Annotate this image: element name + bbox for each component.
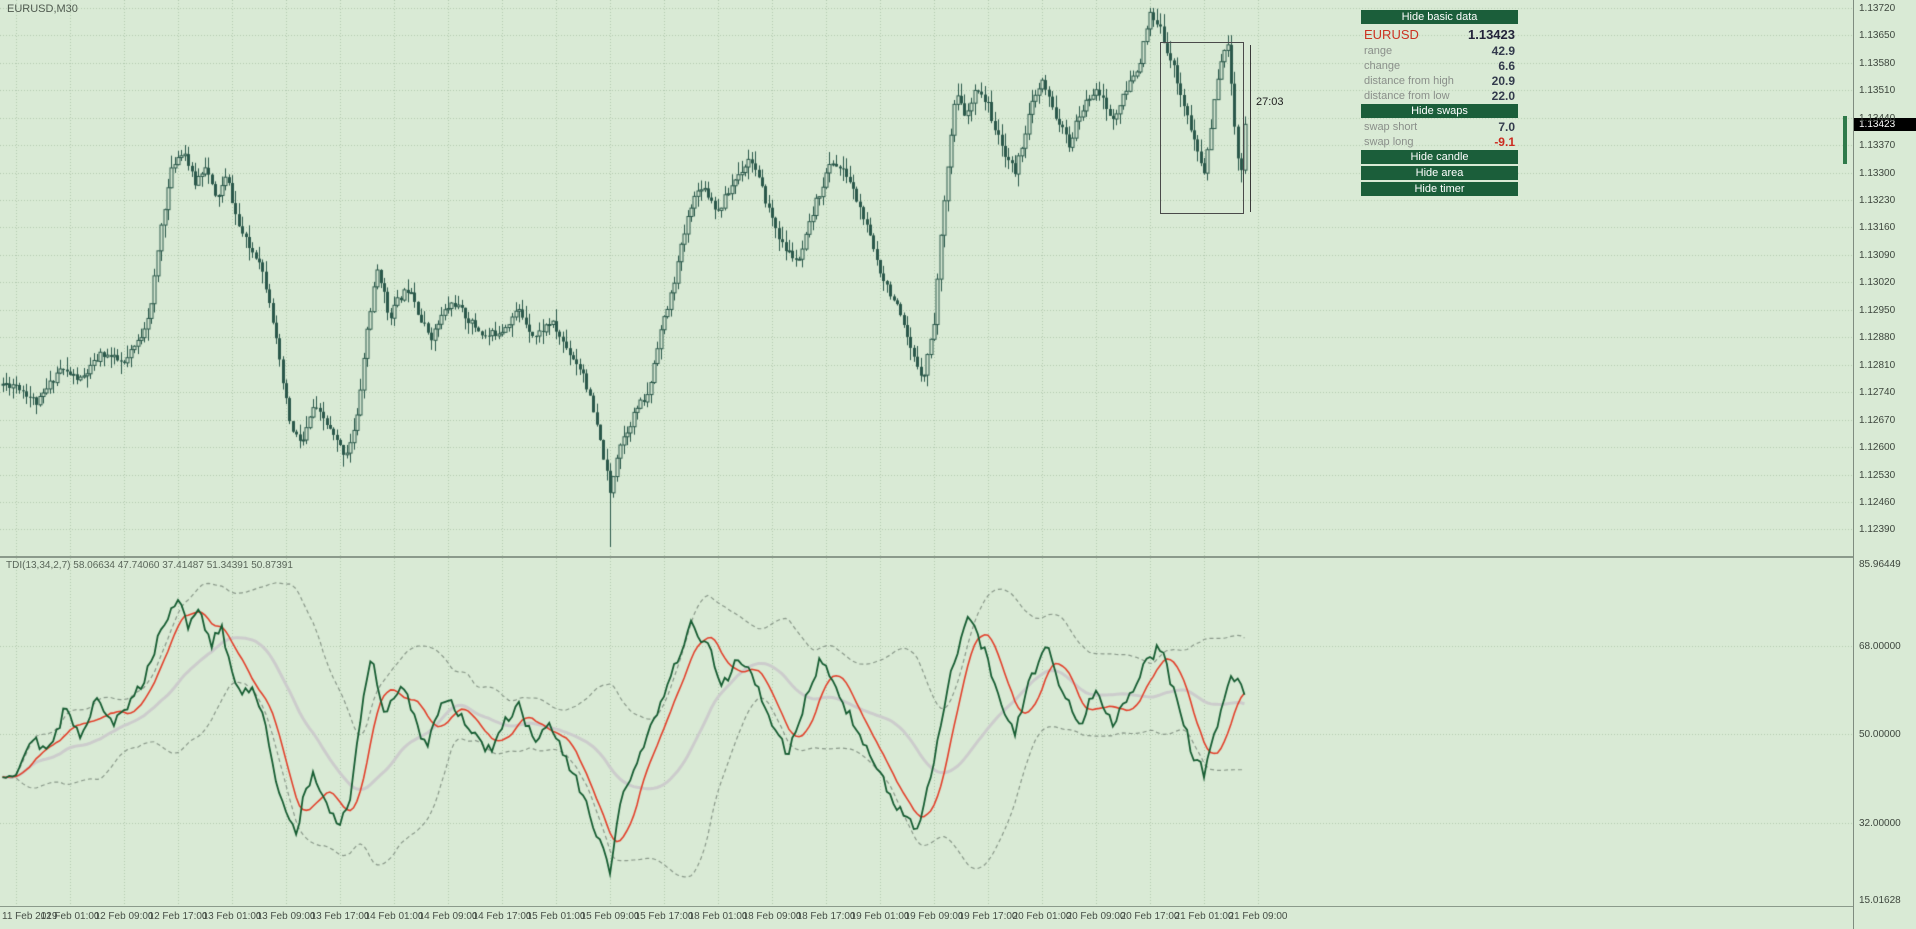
price-axis-label: 1.12390 <box>1859 524 1896 536</box>
time-axis-label: 15 Feb 01:00 <box>526 911 586 922</box>
price-axis-label: 1.13370 <box>1859 140 1896 152</box>
info-panel: Hide basic data EURUSD 1.13423 range 42.9… <box>1361 10 1518 198</box>
panel-row: change 6.6 <box>1361 59 1518 73</box>
candle-timer: 27:03 <box>1256 96 1284 108</box>
hide-area-button[interactable]: Hide area <box>1361 166 1518 180</box>
panel-row: range 42.9 <box>1361 44 1518 58</box>
price-axis-label: 1.12530 <box>1859 469 1896 481</box>
indicator-axis-label: 32.00000 <box>1859 817 1901 829</box>
panel-symbol-label: EURUSD <box>1364 27 1419 42</box>
hide-candle-button[interactable]: Hide candle <box>1361 150 1518 164</box>
time-axis-label: 21 Feb 01:00 <box>1174 911 1234 922</box>
tdi-indicator-pane[interactable]: TDI(13,34,2,7) 58.06634 47.74060 37.4148… <box>0 558 1853 906</box>
panel-row-value: 7.0 <box>1498 120 1515 134</box>
time-axis-label: 12 Feb 01:00 <box>40 911 100 922</box>
panel-row: distance from high 20.9 <box>1361 74 1518 88</box>
panel-row-label: range <box>1364 45 1393 57</box>
panel-row: distance from low 22.0 <box>1361 89 1518 103</box>
price-axis[interactable]: 1.13423 1.13720 1.13650 1.13580 1.13510 1.13… <box>1853 0 1916 929</box>
price-axis-label: 1.12880 <box>1859 332 1896 344</box>
time-axis-label: 14 Feb 09:00 <box>418 911 478 922</box>
tdi-indicator-label: TDI(13,34,2,7) 58.06634 47.74060 37.4148… <box>6 560 293 571</box>
time-axis-label: 13 Feb 09:00 <box>256 911 316 922</box>
time-axis-label: 18 Feb 17:00 <box>796 911 856 922</box>
price-axis-label: 1.13300 <box>1859 167 1896 179</box>
panel-row-value: 20.9 <box>1491 74 1515 88</box>
hide-timer-button[interactable]: Hide timer <box>1361 182 1518 196</box>
time-axis[interactable]: 11 Feb 2019 12 Feb 01:00 12 Feb 09:00 12 Fe… <box>0 907 1853 929</box>
price-chart-pane[interactable]: EURUSD,M30 27:03 Hide basic data EURUSD … <box>0 0 1853 556</box>
price-axis-label: 1.13090 <box>1859 249 1896 261</box>
panel-row-label: change <box>1364 60 1401 72</box>
price-axis-label: 1.12600 <box>1859 442 1896 454</box>
chart-symbol-label: EURUSD,M30 <box>7 3 78 15</box>
time-axis-label: 21 Feb 09:00 <box>1228 911 1288 922</box>
swap-rows: swap short 7.0 swap long -9.1 <box>1361 120 1518 149</box>
price-axis-label: 1.13510 <box>1859 85 1896 97</box>
panel-row: swap short 7.0 <box>1361 120 1518 134</box>
time-axis-label: 20 Feb 09:00 <box>1066 911 1126 922</box>
time-axis-label: 20 Feb 01:00 <box>1012 911 1072 922</box>
panel-row-label: swap long <box>1364 136 1414 148</box>
panel-row-value: -9.1 <box>1494 135 1515 149</box>
time-axis-label: 18 Feb 01:00 <box>688 911 748 922</box>
time-axis-label: 15 Feb 17:00 <box>634 911 694 922</box>
panel-symbol-row: EURUSD 1.13423 <box>1361 26 1518 43</box>
price-axis-label: 1.12810 <box>1859 359 1896 371</box>
time-axis-label: 12 Feb 17:00 <box>148 911 208 922</box>
price-axis-label: 1.12460 <box>1859 496 1896 508</box>
price-axis-label: 1.13160 <box>1859 222 1896 234</box>
panel-row-value: 42.9 <box>1491 44 1515 58</box>
vertical-line-object[interactable] <box>1250 45 1251 212</box>
price-axis-label: 1.12740 <box>1859 387 1896 399</box>
axis-candle-widget <box>1843 116 1847 164</box>
panel-row: swap long -9.1 <box>1361 135 1518 149</box>
time-axis-label: 18 Feb 09:00 <box>742 911 802 922</box>
pane-divider[interactable] <box>0 556 1853 558</box>
hide-basic-data-button[interactable]: Hide basic data <box>1361 10 1518 24</box>
panel-row-label: swap short <box>1364 121 1418 133</box>
time-axis-label: 11 Feb 2019 <box>2 911 58 922</box>
time-axis-label: 14 Feb 17:00 <box>472 911 532 922</box>
panel-symbol-value: 1.13423 <box>1468 27 1515 42</box>
indicator-axis-label: 50.00000 <box>1859 729 1901 741</box>
pane-divider-bottom[interactable] <box>0 906 1853 907</box>
basic-data-rows: range 42.9 change 6.6 distance from high 20.9… <box>1361 44 1518 103</box>
price-axis-label: 1.13440 <box>1859 112 1896 124</box>
time-axis-label: 13 Feb 01:00 <box>202 911 262 922</box>
price-axis-label: 1.13720 <box>1859 2 1896 14</box>
price-axis-label: 1.13580 <box>1859 57 1896 69</box>
time-axis-label: 19 Feb 17:00 <box>958 911 1018 922</box>
time-axis-label: 12 Feb 09:00 <box>94 911 154 922</box>
time-axis-label: 14 Feb 01:00 <box>364 911 424 922</box>
panel-row-value: 22.0 <box>1491 89 1515 103</box>
time-axis-label: 19 Feb 09:00 <box>904 911 964 922</box>
time-axis-label: 13 Feb 17:00 <box>310 911 370 922</box>
time-axis-label: 20 Feb 17:00 <box>1120 911 1180 922</box>
indicator-axis-label: 15.01628 <box>1859 895 1901 906</box>
indicator-axis-label: 68.00000 <box>1859 641 1901 653</box>
price-axis-label: 1.13230 <box>1859 195 1896 206</box>
indicator-axis-label: 85.96449 <box>1859 559 1901 570</box>
tdi-indicator-canvas[interactable] <box>0 558 1853 906</box>
price-axis-label: 1.12670 <box>1859 414 1896 426</box>
panel-row-label: distance from high <box>1364 75 1454 87</box>
selection-rectangle[interactable] <box>1160 42 1244 214</box>
time-axis-label: 19 Feb 01:00 <box>850 911 910 922</box>
hide-swaps-button[interactable]: Hide swaps <box>1361 104 1518 118</box>
panel-row-value: 6.6 <box>1498 59 1515 73</box>
current-price-tag: 1.13423 <box>1854 118 1916 132</box>
time-axis-label: 15 Feb 09:00 <box>580 911 640 922</box>
price-axis-label: 1.13020 <box>1859 277 1896 289</box>
price-axis-label: 1.13650 <box>1859 30 1896 42</box>
panel-row-label: distance from low <box>1364 90 1450 102</box>
price-axis-label: 1.12950 <box>1859 304 1896 316</box>
price-chart-canvas[interactable] <box>0 0 1853 556</box>
